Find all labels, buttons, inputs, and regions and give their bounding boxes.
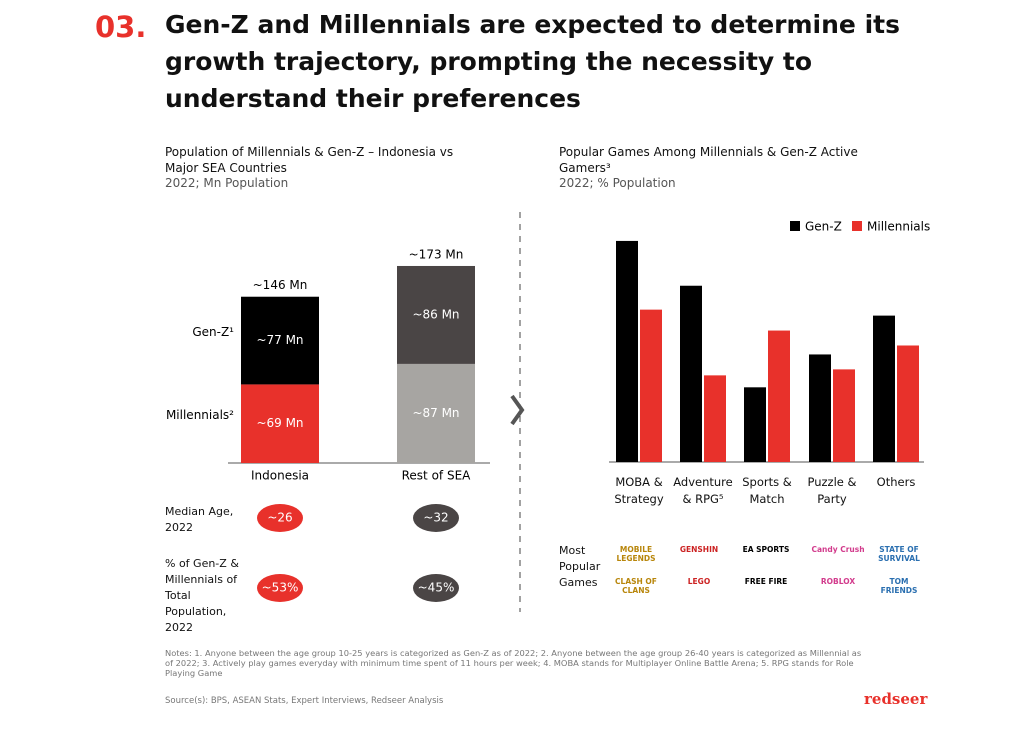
bar-segment	[241, 296, 319, 385]
bar	[873, 315, 895, 462]
x-tick-label: Indonesia	[251, 469, 309, 483]
chart-title: Popular Games Among Millennials & Gen-Z …	[559, 145, 858, 175]
total-label: ~173 Mn	[409, 247, 464, 261]
notes: Notes: 1. Anyone between the age group 1…	[165, 648, 862, 678]
chart-header: Popular Games Among Millennials & Gen-Z …	[559, 144, 879, 190]
bar-segment	[397, 363, 475, 463]
game-logo: GENSHIN	[679, 545, 719, 554]
chart-subtitle: 2022; % Population	[559, 176, 676, 190]
x-tick-label: Sports & Match	[742, 475, 792, 506]
brand-logo: redseer	[864, 690, 928, 708]
game-logo: STATE OF SURVIVAL	[878, 545, 920, 563]
chart-subtitle: 2022; Mn Population	[165, 176, 289, 190]
x-tick-label: Rest of SEA	[402, 469, 472, 483]
bar-segment	[397, 265, 475, 364]
stat-pill	[413, 574, 459, 602]
bar	[680, 285, 702, 462]
series-label: Millennials²	[166, 408, 234, 422]
bar	[704, 375, 726, 462]
legend-label: Millennials	[867, 220, 930, 234]
stat-label: % of Gen-Z & Millennials of Total Popula…	[165, 557, 239, 634]
legend-label: Gen-Z	[805, 220, 842, 234]
section-number: 03.	[95, 10, 147, 44]
x-tick-label: Puzzle & Party	[807, 475, 857, 506]
x-tick-label: Adventure & RPG⁵	[673, 475, 733, 506]
stat-label: Median Age, 2022	[165, 505, 234, 534]
legend-swatch	[790, 221, 800, 231]
slide-title: Gen-Z and Millennials are expected to de…	[165, 10, 900, 113]
games-label: Most Popular Games	[559, 544, 601, 589]
stat-pill	[257, 504, 303, 532]
stat-pill	[257, 574, 303, 602]
game-logo: Candy Crush	[811, 545, 865, 554]
stat-value: ~26	[267, 511, 292, 525]
bar	[744, 387, 766, 462]
x-tick-label: MOBA & Strategy	[614, 475, 664, 506]
stat-value: ~53%	[262, 581, 299, 595]
chart-header: Population of Millennials & Gen-Z – Indo…	[165, 144, 485, 190]
x-tick-label: Others	[876, 475, 916, 489]
bar	[640, 309, 662, 462]
value-label: ~87 Mn	[412, 406, 459, 420]
value-label: ~77 Mn	[256, 333, 303, 347]
game-logo: MOBILE LEGENDS	[616, 545, 656, 563]
stat-value: ~45%	[418, 581, 455, 595]
bar	[809, 354, 831, 462]
bar	[616, 240, 638, 462]
bar	[897, 345, 919, 462]
source: Source(s): BPS, ASEAN Stats, Expert Inte…	[165, 696, 444, 706]
stat-value: ~32	[423, 511, 448, 525]
game-logo: TOM FRIENDS	[880, 577, 918, 595]
bar	[768, 330, 790, 462]
bar-segment	[241, 384, 319, 463]
value-label: ~69 Mn	[256, 416, 303, 430]
game-logo: EA SPORTS	[742, 545, 790, 554]
stat-pill	[413, 504, 459, 532]
total-label: ~146 Mn	[253, 278, 308, 292]
chart-title: Population of Millennials & Gen-Z – Indo…	[165, 145, 454, 175]
value-label: ~86 Mn	[412, 307, 459, 321]
game-logo: CLASH OF CLANS	[615, 577, 657, 595]
game-logo: ROBLOX	[820, 577, 856, 586]
game-logo: FREE FIRE	[744, 577, 788, 586]
series-label: Gen-Z¹	[192, 325, 234, 339]
game-logo: LEGO	[687, 577, 711, 586]
legend-swatch	[852, 221, 862, 231]
bar	[833, 369, 855, 462]
chevron	[510, 394, 525, 426]
